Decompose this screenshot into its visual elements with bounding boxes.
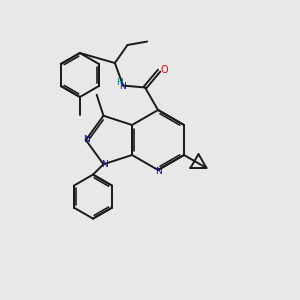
Text: O: O (160, 64, 168, 75)
Text: N: N (154, 167, 161, 176)
Text: N: N (83, 136, 90, 145)
Text: N: N (119, 82, 125, 91)
Text: N: N (101, 160, 108, 169)
Text: H: H (116, 78, 122, 87)
